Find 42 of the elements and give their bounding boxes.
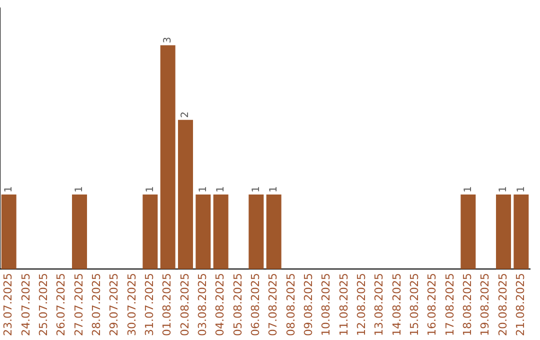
data-label: 1 [3,186,14,192]
x-tick-label: 19.08.2025 [478,273,492,336]
x-tick-label: 18.08.2025 [461,273,474,336]
data-label: 1 [144,186,156,192]
x-tick-label: 04.08.2025 [214,273,227,336]
x-tick-label: 20.08.2025 [496,273,510,336]
x-tick-label: 16.08.2025 [426,273,439,336]
x-tick-label: 21.08.2025 [514,273,528,336]
x-tick-label: 27.07.2025 [72,273,86,336]
data-label: 2 [180,111,192,118]
data-label: 1 [198,186,209,192]
x-tick-label: 17.08.2025 [443,273,456,336]
x-tick-label: 09.08.2025 [302,273,316,336]
x-tick-label: 03.08.2025 [196,273,210,336]
x-tick-label: 12.08.2025 [355,273,368,336]
x-tick-label: 14.08.2025 [390,273,404,336]
data-label: 1 [516,186,527,192]
data-label: 1 [250,186,262,192]
data-label: 1 [498,186,510,192]
data-label: 1 [74,186,86,192]
x-tick-label: 06.08.2025 [249,273,262,336]
x-tick-label: 30.07.2025 [125,273,138,336]
x-tick-label: 26.07.2025 [54,273,68,336]
x-tick-label: 29.07.2025 [108,273,121,336]
x-tick-label: 15.08.2025 [408,273,422,336]
x-tick-label: 24.07.2025 [19,273,32,336]
data-label: 1 [215,186,226,192]
x-tick-label: 23.07.2025 [2,273,15,336]
x-tick-label: 01.08.2025 [160,273,174,336]
x-tick-label: 07.08.2025 [266,273,280,336]
data-label: 1 [462,186,474,192]
data-label: 1 [268,186,280,192]
x-tick-label: 08.08.2025 [284,273,298,336]
x-tick-label: 28.07.2025 [90,273,104,336]
x-tick-label: 31.07.2025 [143,273,156,336]
x-tick-label: 11.08.2025 [337,273,350,336]
x-tick-label: 13.08.2025 [372,273,386,336]
x-tick-label: 05.08.2025 [231,273,244,336]
x-tick-label: 02.08.2025 [178,273,192,336]
data-label: 3 [162,36,174,44]
x-tick-label: 25.07.2025 [37,273,50,336]
x-tick-label: 10.08.2025 [320,273,333,336]
